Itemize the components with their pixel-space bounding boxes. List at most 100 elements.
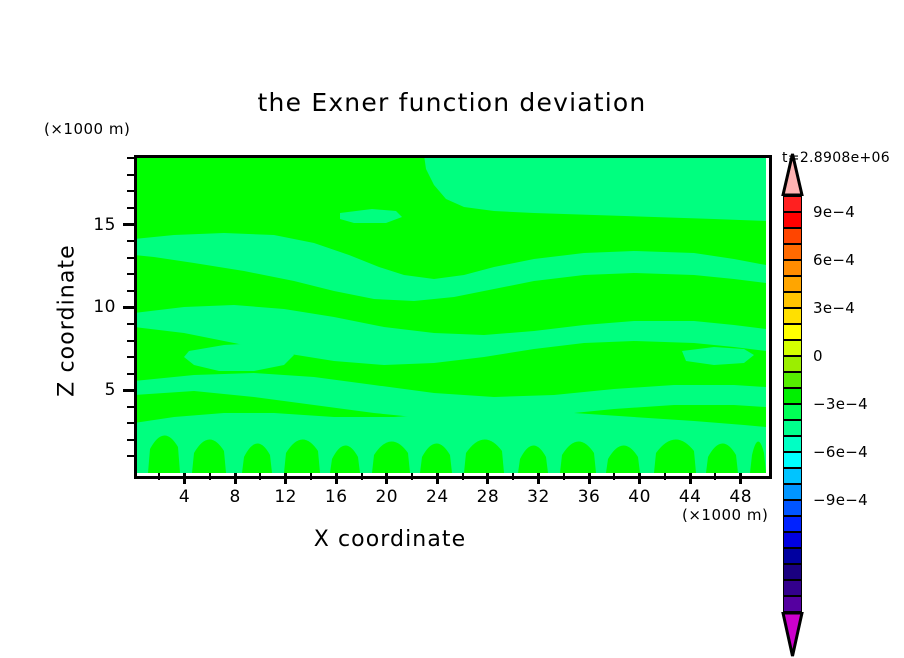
x-tick-label: 16 xyxy=(324,487,348,507)
y-axis-minor-tick xyxy=(127,289,134,292)
colorbar-band xyxy=(783,404,802,420)
x-axis-minor-tick xyxy=(158,473,161,480)
colorbar-tick-label: 9e−4 xyxy=(813,203,856,221)
colorbar-band xyxy=(783,452,802,468)
convective-plume xyxy=(606,445,640,473)
y-axis-minor-tick xyxy=(127,339,134,342)
colorbar-band xyxy=(783,196,802,212)
x-tick-label: 40 xyxy=(628,487,651,507)
contour-band xyxy=(682,347,754,365)
colorbar-band xyxy=(783,324,802,340)
colorbar-band xyxy=(783,500,802,516)
colorbar-band xyxy=(783,548,802,564)
colorbar-band xyxy=(783,372,802,388)
x-axis-minor-tick xyxy=(259,473,262,480)
time-annotation: t=2.8908e+06 xyxy=(782,150,890,166)
y-axis-minor-tick xyxy=(127,240,134,243)
x-tick-label: 28 xyxy=(476,487,500,507)
y-axis-tick xyxy=(123,223,134,227)
colorbar-tick-label: −6e−4 xyxy=(813,443,868,461)
convective-plume xyxy=(192,439,226,473)
colorbar-tick-label: 3e−4 xyxy=(813,299,856,317)
x-axis-minor-tick xyxy=(208,473,211,480)
contour-field xyxy=(134,155,766,473)
x-axis-tick xyxy=(233,473,237,484)
x-axis-tick xyxy=(385,473,389,484)
colorbar-band xyxy=(783,532,802,548)
x-axis-minor-tick xyxy=(562,473,565,480)
x-tick-label: 44 xyxy=(678,487,702,507)
colorbar-band xyxy=(783,580,802,596)
x-axis-minor-tick xyxy=(411,473,414,480)
convective-plume xyxy=(284,439,320,473)
y-axis-minor-tick xyxy=(127,372,134,375)
y-axis-minor-tick xyxy=(127,256,134,259)
x-axis-unit-label: (×1000 m) xyxy=(682,506,769,524)
x-axis-tick xyxy=(334,473,338,484)
colorbar-band xyxy=(783,596,802,612)
colorbar-tick-label: −9e−4 xyxy=(813,491,868,509)
x-axis-tick xyxy=(638,473,642,484)
y-axis-title: Z coordinate xyxy=(54,244,80,397)
y-axis-minor-tick xyxy=(127,438,134,441)
contour-band xyxy=(340,209,402,223)
x-axis-tick xyxy=(739,473,743,484)
convective-plume xyxy=(148,435,180,473)
colorbar-tick-label: 0 xyxy=(813,347,823,365)
y-axis-minor-tick xyxy=(127,173,134,176)
y-axis-minor-tick xyxy=(127,157,134,160)
colorbar-band xyxy=(783,564,802,580)
contour-band xyxy=(134,233,766,301)
field-contour-bands xyxy=(134,155,766,473)
colorbar-band xyxy=(783,260,802,276)
x-tick-label: 36 xyxy=(577,487,601,507)
contour-band xyxy=(184,343,294,371)
colorbar-band xyxy=(783,292,802,308)
x-axis-tick xyxy=(284,473,288,484)
colorbar-band xyxy=(783,340,802,356)
y-axis-unit-label: (×1000 m) xyxy=(44,120,131,138)
colorbar-band xyxy=(783,276,802,292)
colorbar-over-arrow xyxy=(781,153,804,196)
contour-plot-area xyxy=(134,155,766,473)
colorbar-band xyxy=(783,356,802,372)
y-tick-label: 10 xyxy=(93,297,116,318)
colorbar-band xyxy=(783,516,802,532)
colorbar-band xyxy=(783,436,802,452)
colorbar-band xyxy=(783,388,802,404)
x-axis-minor-tick xyxy=(309,473,312,480)
y-axis-minor-tick xyxy=(127,455,134,458)
y-axis-minor-tick xyxy=(127,273,134,276)
contour-band xyxy=(402,155,766,221)
colorbar-band xyxy=(783,228,802,244)
colorbar-tick-label: 6e−4 xyxy=(813,251,856,269)
colorbar-tick-label: −3e−4 xyxy=(813,395,868,413)
convective-plume xyxy=(750,441,766,473)
x-tick-label: 4 xyxy=(178,487,191,507)
y-axis-minor-tick xyxy=(127,207,134,209)
x-axis-title: X coordinate xyxy=(313,527,467,552)
colorbar-band xyxy=(783,244,802,260)
x-axis-minor-tick xyxy=(512,473,515,480)
x-axis-minor-tick xyxy=(360,473,363,480)
convective-plume xyxy=(330,445,360,473)
convective-plume xyxy=(654,439,696,473)
x-tick-label: 48 xyxy=(729,487,753,507)
colorbar-band xyxy=(783,308,802,324)
page-title: the Exner function deviation xyxy=(257,88,647,117)
convective-plume xyxy=(518,445,548,473)
contour-band xyxy=(134,305,766,365)
y-axis-minor-tick xyxy=(127,405,134,408)
convective-plume xyxy=(560,441,596,473)
colorbar-band xyxy=(783,468,802,484)
convective-plume xyxy=(420,443,452,473)
x-tick-label: 20 xyxy=(375,487,399,507)
y-axis-minor-tick xyxy=(127,356,134,359)
y-axis-minor-tick xyxy=(127,190,134,193)
y-tick-label: 5 xyxy=(104,380,116,401)
colorbar-band xyxy=(783,212,802,228)
x-tick-label: 32 xyxy=(527,487,550,507)
contour-band xyxy=(134,373,766,419)
x-axis-tick xyxy=(587,473,591,484)
